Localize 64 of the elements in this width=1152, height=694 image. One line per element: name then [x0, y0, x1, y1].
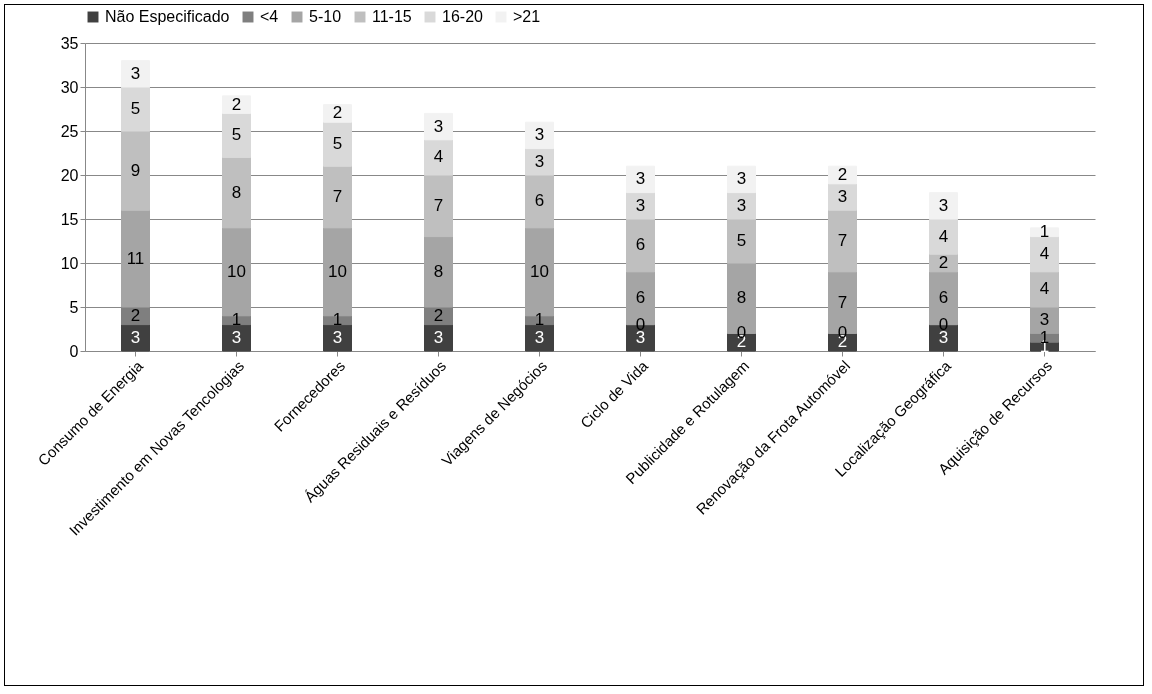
legend-label: 16-20 [442, 8, 484, 25]
y-tick-label: 0 [69, 342, 79, 360]
data-label: 4 [1039, 244, 1050, 264]
data-label: 5 [736, 231, 747, 250]
data-label: 7 [332, 187, 343, 206]
data-label: 3 [837, 187, 848, 206]
data-label: 3 [635, 195, 646, 215]
y-tick-label: 30 [60, 78, 79, 96]
data-label: 3 [534, 327, 545, 347]
data-label: 7 [837, 292, 848, 312]
data-label: 8 [231, 182, 242, 202]
data-label: 10 [328, 261, 347, 281]
data-label: 3 [1039, 310, 1050, 330]
data-label: 2 [938, 253, 949, 272]
data-label: 7 [837, 231, 848, 250]
data-label: 1 [231, 310, 242, 330]
data-label: 4 [1039, 279, 1050, 299]
legend-label: <4 [260, 8, 279, 25]
data-label: 3 [736, 195, 747, 215]
data-label: 3 [130, 63, 141, 83]
data-label: 9 [130, 160, 141, 180]
legend-label: >21 [513, 8, 541, 25]
data-label: 6 [635, 235, 646, 255]
legend-label: Não Especificado [105, 8, 230, 25]
data-label: 2 [837, 165, 848, 184]
data-label: 4 [433, 147, 444, 167]
data-label: 3 [433, 116, 444, 136]
data-label: 6 [635, 288, 646, 308]
data-label: 5 [332, 134, 343, 154]
data-label: 7 [433, 195, 444, 215]
data-label: 1 [332, 310, 343, 330]
data-label: 3 [736, 169, 747, 189]
data-label: 10 [227, 261, 246, 281]
y-tick-label: 15 [60, 210, 79, 228]
y-tick-label: 25 [60, 122, 79, 140]
data-label: 3 [130, 327, 141, 347]
data-label: 6 [938, 288, 949, 308]
data-label: 2 [231, 94, 242, 114]
data-label: 10 [530, 261, 549, 281]
data-label: 3 [635, 169, 646, 189]
legend-label: 11-15 [372, 8, 412, 25]
y-tick-label: 20 [60, 166, 79, 184]
data-label: 3 [332, 327, 343, 347]
data-label: 3 [433, 327, 444, 347]
y-tick-label: 35 [60, 34, 79, 52]
data-label: 2 [433, 305, 444, 325]
data-label: 3 [534, 125, 545, 145]
data-label: 4 [938, 226, 949, 246]
data-label: 6 [534, 191, 545, 211]
data-label: 1 [534, 310, 545, 330]
data-label: 3 [534, 151, 545, 171]
data-label: 2 [130, 305, 141, 325]
data-label: 8 [736, 288, 747, 308]
data-label: 8 [433, 261, 444, 281]
data-label: 5 [231, 125, 242, 145]
data-label: 2 [332, 103, 343, 123]
data-label: 3 [938, 195, 949, 215]
y-tick-label: 10 [60, 254, 79, 272]
data-label: 5 [130, 99, 141, 118]
data-label: 3 [231, 327, 242, 347]
y-tick-label: 5 [69, 298, 79, 316]
legend-label: 5-10 [309, 8, 342, 25]
data-label: 11 [126, 248, 145, 268]
data-label: 1 [1039, 222, 1050, 242]
